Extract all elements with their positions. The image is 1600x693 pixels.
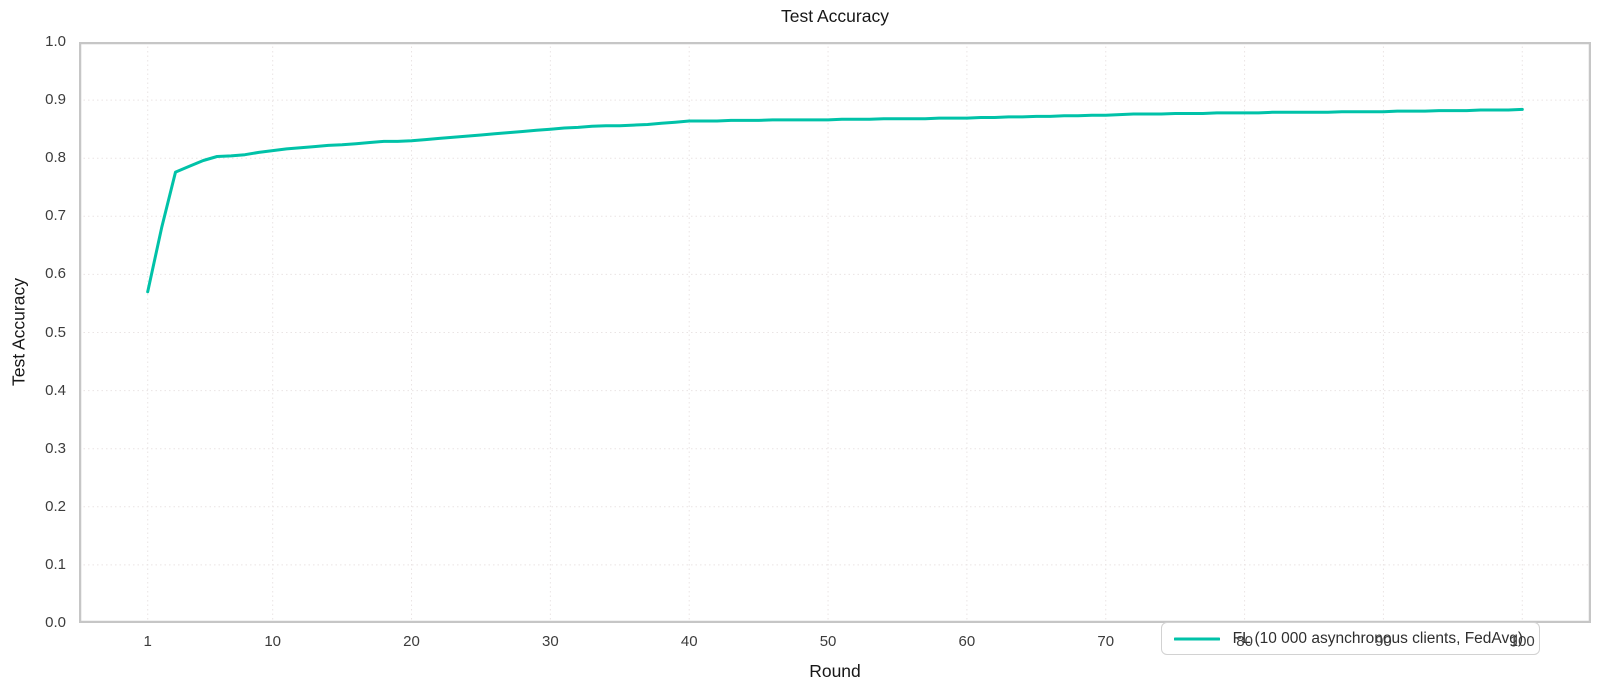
- gridlines: [79, 42, 1591, 623]
- y-tick-label: 1.0: [45, 33, 66, 50]
- x-tick-label: 100: [1509, 633, 1535, 650]
- y-tick-label: 0.8: [45, 149, 66, 167]
- chart-title: Test Accuracy: [781, 6, 889, 26]
- y-tick-label: 0.7: [45, 207, 66, 225]
- legend-line-swatch: [1173, 637, 1220, 640]
- y-tick-label: 0.0: [45, 614, 66, 631]
- x-tick-label: 70: [1097, 633, 1115, 650]
- y-tick-label: 0.2: [45, 497, 66, 515]
- x-tick-label: 1: [143, 633, 152, 650]
- x-tick-label: 60: [958, 633, 976, 650]
- x-tick-label: 20: [403, 633, 420, 650]
- y-tick-label: 0.1: [45, 555, 66, 573]
- y-tick-label: 0.5: [45, 323, 66, 341]
- y-tick-label: 0.3: [45, 439, 66, 457]
- y-tick-label: 0.9: [45, 91, 66, 109]
- y-tick-label: 0.4: [45, 381, 66, 399]
- x-tick-label: 90: [1375, 633, 1392, 650]
- x-tick-label: 10: [264, 633, 282, 650]
- x-tick-label: 80: [1236, 633, 1253, 650]
- x-axis-label: Round: [809, 661, 861, 681]
- x-tick-label: 30: [542, 633, 559, 650]
- legend: FL (10 000 asynchronous clients, FedAvg): [1160, 622, 1540, 655]
- legend-label: FL (10 000 asynchronous clients, FedAvg): [1232, 629, 1523, 647]
- x-tick-label: 40: [680, 633, 698, 650]
- plot-area: FL (10 000 asynchronous clients, FedAvg): [79, 42, 1591, 655]
- plot-canvas: [79, 42, 1591, 623]
- y-tick-label: 0.6: [45, 265, 66, 283]
- x-tick-label: 50: [819, 633, 837, 650]
- plot-frame: [79, 42, 1591, 623]
- data-series-line: [146, 107, 1524, 294]
